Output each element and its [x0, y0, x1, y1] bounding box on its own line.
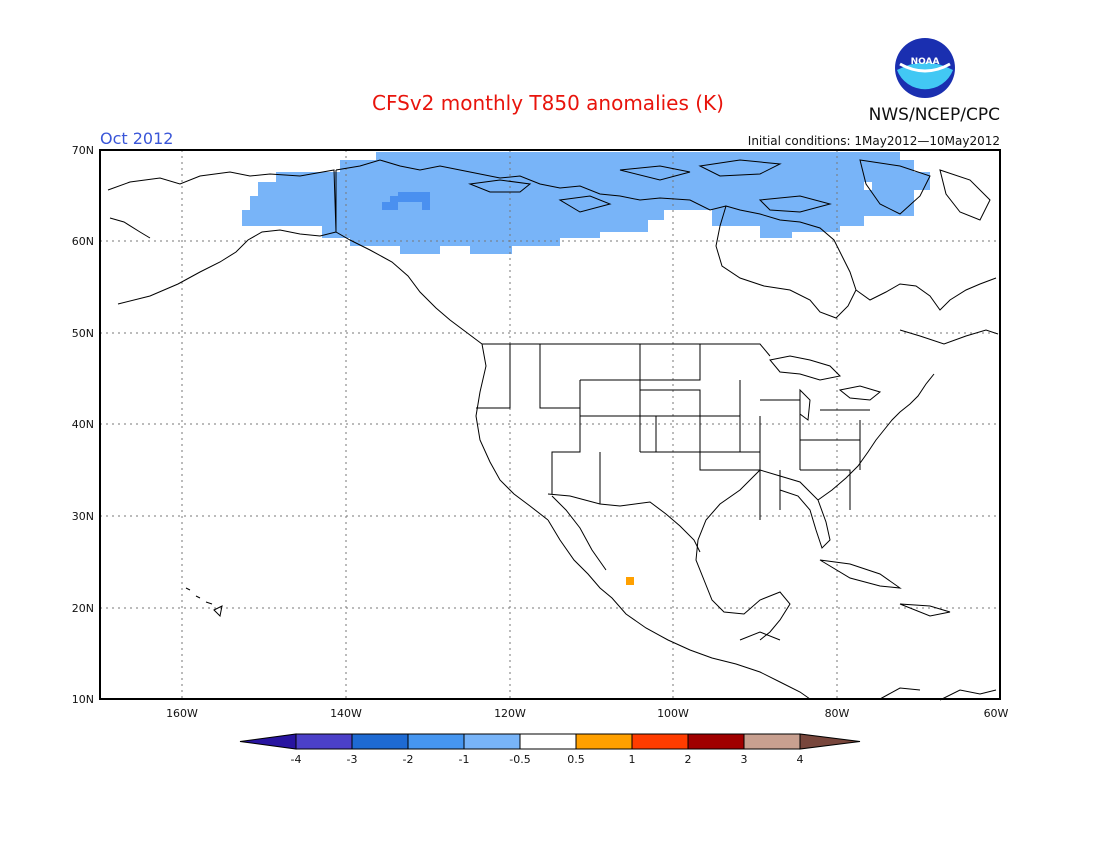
longitude-labels: 160W 140W 120W 100W 80W 60W — [166, 707, 1008, 720]
colorbar-segment — [351, 733, 409, 750]
colorbar-label: 1 — [629, 753, 636, 766]
lon-label-140w: 140W — [330, 707, 362, 720]
stronger-anomaly-patch — [382, 192, 430, 210]
noaa-logo-text: NOAA — [911, 57, 940, 67]
lon-label-160w: 160W — [166, 707, 198, 720]
initial-conditions-label: Initial conditions: 1May2012—10May2012 — [748, 134, 1000, 148]
colorbar-label: 0.5 — [567, 753, 585, 766]
anomaly-shading — [242, 152, 930, 585]
lat-label-10n: 10N — [72, 693, 94, 706]
map-panel — [99, 149, 1001, 701]
map-title: CFSv2 monthly T850 anomalies (K) — [372, 91, 724, 115]
lat-label-60n: 60N — [72, 235, 94, 248]
lat-label-40n: 40N — [72, 418, 94, 431]
lat-label-70n: 70N — [72, 144, 94, 157]
colorbar-label: -2 — [403, 753, 414, 766]
colorbar-segment — [407, 733, 465, 750]
colorbar-segment — [575, 733, 633, 750]
colorbar-label: -0.5 — [509, 753, 530, 766]
lon-label-60w: 60W — [984, 707, 1009, 720]
colorbar-label: 4 — [797, 753, 804, 766]
colorbar: -4 -3 -2 -1 -0.5 0.5 1 2 3 4 — [239, 733, 861, 766]
map-frame — [99, 149, 1001, 700]
colorbar-arrow-low — [239, 733, 297, 750]
grid-lines — [100, 150, 1000, 699]
noaa-logo: NOAA — [895, 38, 955, 98]
lat-label-50n: 50N — [72, 327, 94, 340]
colorbar-segment — [631, 733, 689, 750]
agency-label: NWS/NCEP/CPC — [869, 105, 1000, 125]
colorbar-segment — [295, 733, 353, 750]
colorbar-label: 3 — [741, 753, 748, 766]
latitude-labels: 70N 60N 50N 40N 30N 20N 10N — [72, 144, 94, 706]
positive-anomaly-pixel — [626, 577, 634, 585]
lon-label-80w: 80W — [825, 707, 850, 720]
colorbar-segment — [687, 733, 745, 750]
lat-label-20n: 20N — [72, 602, 94, 615]
colorbar-segment — [743, 733, 801, 750]
lon-label-100w: 100W — [657, 707, 689, 720]
colorbar-label: -3 — [347, 753, 358, 766]
colorbar-segment — [463, 733, 521, 750]
lon-label-120w: 120W — [494, 707, 526, 720]
coastlines — [107, 159, 999, 701]
colorbar-label: 2 — [685, 753, 692, 766]
lat-label-30n: 30N — [72, 510, 94, 523]
colorbar-label: -4 — [291, 753, 302, 766]
month-label: Oct 2012 — [100, 129, 173, 148]
colorbar-segment — [519, 733, 577, 750]
political-borders — [335, 170, 870, 641]
negative-anomaly-region — [242, 152, 930, 254]
colorbar-label: -1 — [459, 753, 470, 766]
colorbar-arrow-high — [799, 733, 861, 750]
